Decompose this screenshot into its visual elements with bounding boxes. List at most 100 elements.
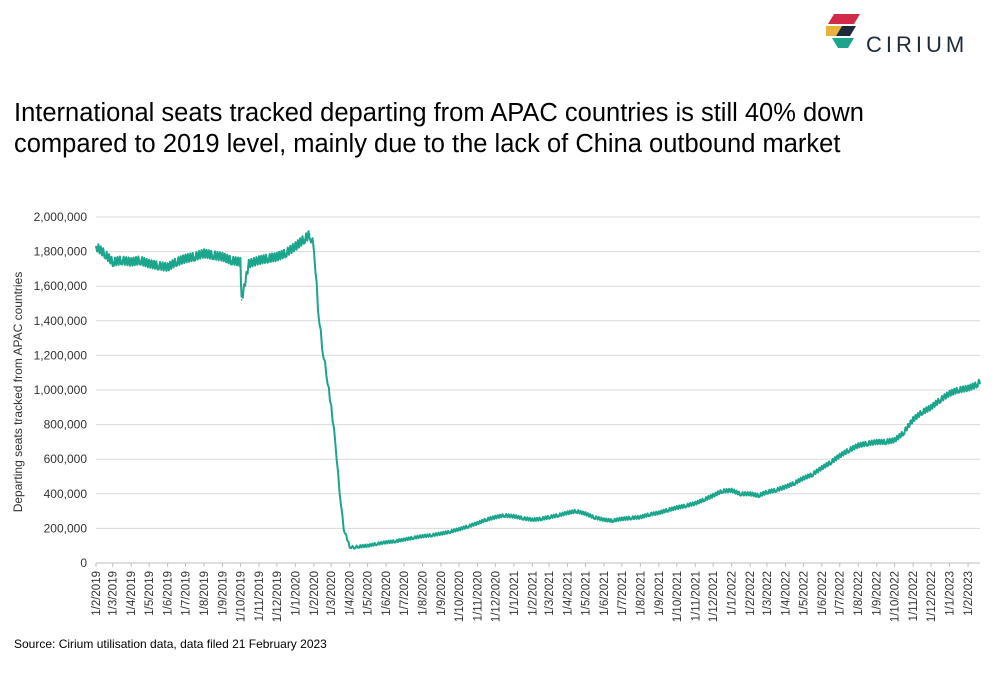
y-tick-label: 1,200,000 — [34, 348, 88, 362]
data-point — [893, 439, 896, 442]
x-tick-label: 1/8/2019 — [199, 571, 211, 616]
data-point — [875, 441, 878, 443]
series-group — [95, 230, 981, 550]
data-point — [239, 261, 242, 263]
data-point — [938, 399, 941, 402]
data-point — [466, 525, 469, 528]
y-tick-label: 1,400,000 — [34, 314, 88, 328]
x-tick-label: 1/10/2019 — [235, 571, 247, 622]
logo-mark-yellow — [826, 26, 842, 36]
x-tick-label: 1/11/2022 — [908, 571, 920, 621]
data-point — [739, 493, 741, 495]
x-tick-label: 1/4/2021 — [563, 571, 575, 616]
data-point — [230, 259, 232, 262]
data-point — [676, 506, 678, 509]
data-point — [802, 477, 805, 480]
y-tick-label: 1,000,000 — [34, 383, 88, 397]
data-point — [513, 515, 515, 518]
data-point — [920, 411, 923, 414]
data-point — [338, 489, 341, 492]
logo-text: CIRIUM — [866, 32, 969, 57]
logo-mark-red — [828, 14, 860, 24]
data-point — [684, 505, 686, 507]
data-point — [766, 491, 768, 493]
data-point — [321, 346, 324, 348]
data-point — [694, 502, 697, 505]
x-tick-label: 1/6/2020 — [381, 571, 393, 616]
data-point — [258, 259, 260, 262]
data-point — [366, 544, 369, 547]
data-point — [221, 255, 224, 258]
data-point — [575, 510, 577, 512]
data-point — [647, 513, 650, 516]
x-tick-label: 1/7/2021 — [617, 571, 629, 616]
data-point — [975, 384, 978, 386]
y-tick-label: 2,000,000 — [34, 210, 88, 224]
data-point — [757, 494, 760, 497]
source-note: Source: Cirium utilisation data, data fi… — [14, 637, 327, 651]
data-point — [793, 482, 795, 485]
series-line — [95, 230, 981, 550]
data-point — [821, 467, 823, 469]
data-point — [375, 543, 377, 545]
x-tick-label: 1/1/2022 — [727, 571, 739, 616]
data-point — [203, 252, 205, 255]
x-tick-label: 1/1/2023 — [945, 571, 957, 616]
x-axis-ticks: 1/2/2019 1/3/2019 1/4/2019 1/5/2019 1/6/2019… — [91, 563, 975, 622]
x-tick-label: 1/3/2019 — [108, 571, 120, 616]
data-point — [502, 514, 505, 517]
data-point — [584, 512, 587, 515]
data-point — [308, 233, 311, 236]
data-point — [411, 537, 414, 539]
data-point — [730, 489, 733, 492]
data-point — [148, 262, 150, 265]
data-point — [847, 449, 849, 452]
data-point — [967, 387, 969, 390]
data-point — [421, 535, 424, 537]
data-point — [458, 528, 460, 531]
data-point — [666, 509, 668, 512]
data-point — [302, 238, 305, 241]
data-point — [248, 262, 250, 265]
data-point — [103, 252, 106, 255]
x-tick-label: 1/11/2020 — [472, 571, 484, 621]
x-tick-label: 1/12/2021 — [708, 571, 720, 622]
x-tick-label: 1/4/2020 — [345, 571, 357, 616]
x-tick-label: 1/8/2021 — [635, 571, 647, 616]
data-point — [494, 516, 497, 518]
x-tick-label: 1/10/2021 — [672, 571, 684, 622]
data-point — [556, 514, 559, 517]
data-point — [784, 486, 787, 488]
x-tick-label: 1/2/2023 — [963, 571, 975, 616]
data-point — [184, 257, 187, 260]
data-point — [593, 516, 595, 518]
data-point — [317, 306, 319, 308]
y-tick-label: 1,800,000 — [34, 245, 88, 259]
data-point — [521, 517, 523, 519]
logo-mark-navy — [836, 26, 856, 36]
data-point — [276, 255, 278, 258]
x-tick-label: 1/5/2019 — [144, 571, 156, 616]
x-tick-label: 1/3/2022 — [762, 571, 774, 616]
data-point — [266, 257, 269, 260]
x-tick-label: 1/10/2022 — [890, 571, 902, 622]
data-point — [330, 406, 333, 409]
x-tick-label: 1/3/2021 — [544, 571, 556, 616]
x-tick-label: 1/7/2019 — [181, 571, 193, 616]
data-point — [138, 259, 141, 262]
data-point — [603, 519, 605, 521]
x-tick-label: 1/12/2022 — [926, 571, 938, 622]
data-point — [566, 512, 569, 514]
data-point — [334, 441, 337, 443]
data-point — [810, 474, 813, 476]
data-point — [749, 493, 751, 495]
x-tick-label: 1/3/2020 — [326, 571, 338, 616]
data-point — [930, 406, 932, 409]
data-point — [403, 538, 405, 541]
data-point — [357, 545, 359, 548]
x-tick-label: 1/4/2019 — [126, 571, 138, 616]
chart-title: International seats tracked departing fr… — [14, 99, 864, 158]
x-tick-label: 1/9/2022 — [872, 571, 884, 616]
data-point — [539, 518, 542, 520]
